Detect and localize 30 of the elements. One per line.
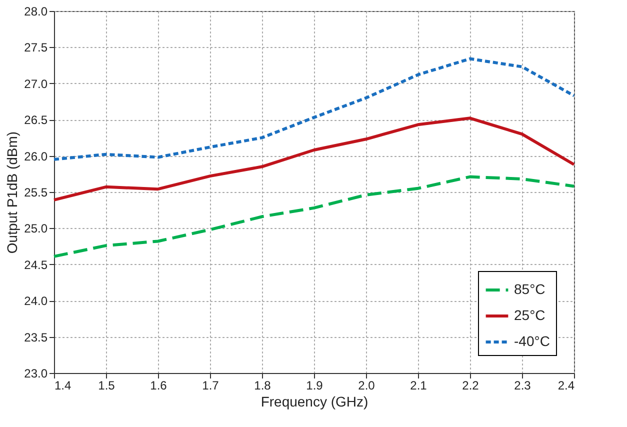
legend-label: 25°C [514, 307, 546, 323]
line-series [52, 116, 576, 202]
x-tick-label: 1.4 [54, 378, 72, 392]
x-tick-label: 2.2 [462, 378, 480, 392]
x-axis-title: Frequency (GHz) [260, 394, 368, 410]
x-tick-label: 2.1 [410, 378, 428, 392]
y-tick-label: 27.0 [24, 76, 48, 91]
x-tick-label: 1.9 [306, 378, 324, 392]
line-series [52, 175, 576, 258]
y-tick-label: 25.0 [24, 222, 48, 236]
x-tick-label: 2.4 [558, 378, 575, 392]
line-series [52, 57, 576, 161]
x-tick-label: 1.6 [150, 378, 168, 392]
y-axis-title: Output P1dB (dBm) [4, 131, 20, 254]
x-tick-label: 2.0 [358, 378, 376, 392]
y-tick-label: 28.0 [24, 4, 48, 18]
legend-label: -40°C [514, 333, 550, 349]
x-tick-label: 1.5 [98, 378, 116, 392]
y-tick-label: 23.0 [24, 366, 48, 380]
y-tick-label: 27.5 [24, 40, 48, 55]
y-tick-label: 24.0 [24, 294, 48, 308]
y-tick-label: 25.5 [24, 186, 48, 200]
y-tick-label: 26.0 [24, 149, 48, 164]
y-tick-label: 26.5 [24, 113, 48, 128]
x-tick-label: 2.3 [514, 378, 532, 392]
y-tick-label: 24.5 [24, 258, 48, 272]
x-tick-label: 1.8 [254, 378, 272, 392]
y-tick-label: 23.5 [24, 330, 48, 344]
x-tick-label: 1.7 [202, 378, 220, 392]
legend-label: 85°C [514, 281, 546, 297]
